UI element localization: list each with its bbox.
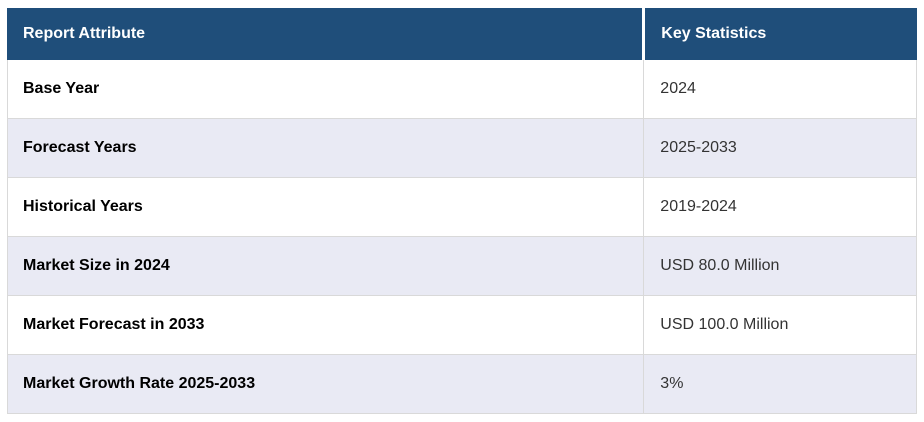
- table-header-row: Report Attribute Key Statistics: [6, 8, 917, 60]
- attribute-cell: Historical Years: [6, 177, 645, 237]
- value-cell: USD 100.0 Million: [643, 295, 917, 355]
- value-cell: 3%: [643, 354, 917, 414]
- key-statistics-table-container: Report Attribute Key Statistics Base Yea…: [6, 8, 917, 414]
- table-row-market-growth-rate: Market Growth Rate 2025-2033 3%: [6, 354, 917, 414]
- table-row-base-year: Base Year 2024: [6, 59, 917, 119]
- key-statistics-table: Report Attribute Key Statistics Base Yea…: [6, 8, 917, 414]
- attribute-cell: Forecast Years: [6, 118, 645, 178]
- table-header: Report Attribute Key Statistics: [6, 8, 917, 60]
- column-header-report-attribute: Report Attribute: [6, 8, 646, 60]
- column-header-key-statistics: Key Statistics: [643, 8, 917, 60]
- value-cell: 2019-2024: [643, 177, 917, 237]
- table-row-historical-years: Historical Years 2019-2024: [6, 177, 917, 237]
- table-row-market-size: Market Size in 2024 USD 80.0 Million: [6, 236, 917, 296]
- attribute-cell: Market Size in 2024: [6, 236, 645, 296]
- table-row-forecast-years: Forecast Years 2025-2033: [6, 118, 917, 178]
- value-cell: USD 80.0 Million: [643, 236, 917, 296]
- attribute-cell: Market Growth Rate 2025-2033: [6, 354, 645, 414]
- table-body: Base Year 2024 Forecast Years 2025-2033 …: [6, 59, 917, 414]
- attribute-cell: Market Forecast in 2033: [6, 295, 645, 355]
- value-cell: 2025-2033: [643, 118, 917, 178]
- value-cell: 2024: [643, 59, 917, 119]
- table-row-market-forecast: Market Forecast in 2033 USD 100.0 Millio…: [6, 295, 917, 355]
- attribute-cell: Base Year: [6, 59, 645, 119]
